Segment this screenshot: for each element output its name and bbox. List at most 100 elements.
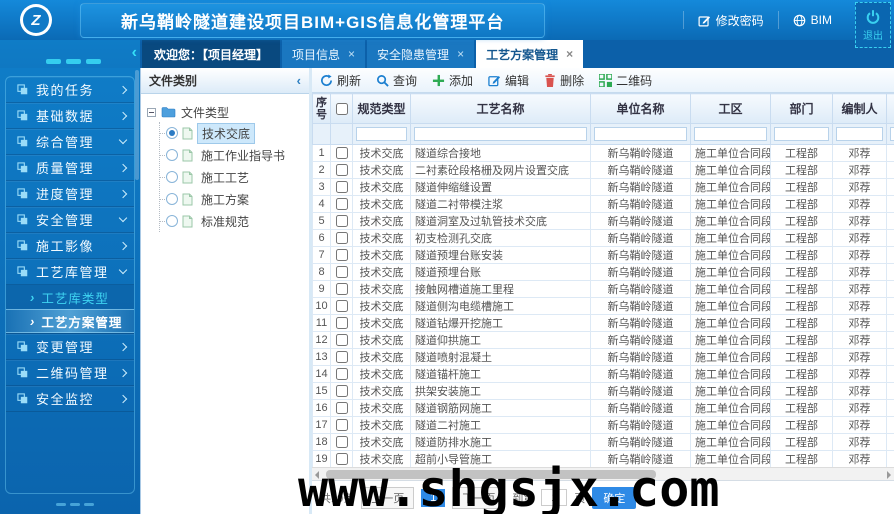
scrollbar-thumb[interactable]: [326, 470, 656, 479]
row-checkbox[interactable]: [335, 351, 348, 364]
row-checkbox[interactable]: [335, 232, 348, 245]
filter-input[interactable]: [356, 127, 407, 141]
row-checkbox[interactable]: [335, 249, 348, 262]
sidebar-item[interactable]: 变更管理: [6, 334, 134, 360]
row-checkbox[interactable]: [335, 283, 348, 296]
table-row[interactable]: 9 技术交底 接触网槽道施工里程 新乌鞘岭隧道 施工单位合同段 工程部 邓荐: [312, 280, 894, 298]
radio-icon[interactable]: [166, 149, 178, 161]
radio-icon[interactable]: [166, 171, 178, 183]
sidebar-item[interactable]: 安全管理: [6, 207, 134, 233]
filter-input[interactable]: [836, 127, 883, 141]
tree-node[interactable]: 标准规范: [160, 210, 303, 232]
select-all-checkbox[interactable]: [335, 103, 348, 116]
row-checkbox[interactable]: [335, 385, 348, 398]
row-checkbox[interactable]: [335, 215, 348, 228]
table-row[interactable]: 6 技术交底 初支检测孔交底 新乌鞘岭隧道 施工单位合同段 工程部 邓荐: [312, 229, 894, 247]
confirm-button[interactable]: 确定: [592, 486, 637, 509]
table-row[interactable]: 7 技术交底 隧道预埋台账安装 新乌鞘岭隧道 施工单位合同段 工程部 邓荐: [312, 246, 894, 264]
sidebar-item[interactable]: 安全监控: [6, 386, 134, 412]
tree-expander-icon[interactable]: [147, 107, 156, 117]
sidebar-item[interactable]: 综合管理: [6, 129, 134, 155]
panel-collapse-icon[interactable]: ‹: [296, 73, 301, 88]
row-checkbox[interactable]: [335, 368, 348, 381]
tab[interactable]: 工艺方案管理 ×: [476, 40, 584, 68]
table-row[interactable]: 10 技术交底 隧道侧沟电缆槽施工 新乌鞘岭隧道 施工单位合同段 工程部 邓荐: [312, 297, 894, 315]
tab[interactable]: 项目信息 ×: [282, 40, 366, 68]
current-page-button[interactable]: 1: [421, 488, 446, 507]
change-password-button[interactable]: 修改密码: [682, 11, 778, 29]
table-row[interactable]: 15 技术交底 拱架安装施工 新乌鞘岭隧道 施工单位合同段 工程部 邓荐: [312, 382, 894, 400]
table-row[interactable]: 19 技术交底 超前小导管施工 新乌鞘岭隧道 施工单位合同段 工程部 邓荐: [312, 450, 894, 467]
table-row[interactable]: 14 技术交底 隧道锚杆施工 新乌鞘岭隧道 施工单位合同段 工程部 邓荐: [312, 365, 894, 383]
add-button[interactable]: 添加: [432, 72, 473, 89]
sidebar-item[interactable]: 工艺库管理: [6, 259, 134, 285]
sidebar-item[interactable]: 进度管理: [6, 181, 134, 207]
sidebar-item[interactable]: 基础数据: [6, 103, 134, 129]
table-row[interactable]: 18 技术交底 隧道防排水施工 新乌鞘岭隧道 施工单位合同段 工程部 邓荐: [312, 433, 894, 451]
table-row[interactable]: 3 技术交底 隧道伸缩缝设置 新乌鞘岭隧道 施工单位合同段 工程部 邓荐: [312, 178, 894, 196]
close-icon[interactable]: ×: [457, 47, 465, 61]
prev-page-button[interactable]: 上一页: [361, 486, 415, 509]
row-checkbox[interactable]: [335, 334, 348, 347]
filter-input[interactable]: [890, 127, 894, 141]
sidebar-item[interactable]: 质量管理: [6, 155, 134, 181]
radio-icon[interactable]: [166, 215, 178, 227]
table-row[interactable]: 12 技术交底 隧道仰拱施工 新乌鞘岭隧道 施工单位合同段 工程部 邓荐: [312, 331, 894, 349]
table-row[interactable]: 16 技术交底 隧道钢筋网施工 新乌鞘岭隧道 施工单位合同段 工程部 邓荐: [312, 399, 894, 417]
scroll-right-icon[interactable]: [887, 471, 891, 479]
horizontal-scrollbar[interactable]: [312, 467, 894, 481]
table-row[interactable]: 4 技术交底 隧道二衬带模注浆 新乌鞘岭隧道 施工单位合同段 工程部 邓荐: [312, 195, 894, 213]
row-checkbox[interactable]: [335, 453, 348, 466]
sidebar-subitem[interactable]: › 工艺库类型: [30, 289, 109, 306]
refresh-button[interactable]: 刷新: [320, 72, 361, 89]
sidebar-collapse-icon[interactable]: ‹: [131, 44, 137, 61]
table-row[interactable]: 8 技术交底 隧道预埋台账 新乌鞘岭隧道 施工单位合同段 工程部 邓荐: [312, 263, 894, 281]
scroll-left-icon[interactable]: [315, 471, 319, 479]
row-checkbox[interactable]: [335, 436, 348, 449]
row-checkbox[interactable]: [335, 147, 348, 160]
tab[interactable]: 安全隐患管理 ×: [367, 40, 475, 68]
radio-icon[interactable]: [166, 193, 178, 205]
qrcode-button[interactable]: 二维码: [599, 72, 652, 89]
filter-input[interactable]: [694, 127, 767, 141]
row-checkbox[interactable]: [335, 164, 348, 177]
table-row[interactable]: 13 技术交底 隧道喷射混凝土 新乌鞘岭隧道 施工单位合同段 工程部 邓荐: [312, 348, 894, 366]
row-checkbox[interactable]: [335, 317, 348, 330]
filter-input[interactable]: [774, 127, 829, 141]
tree-node[interactable]: 施工工艺: [160, 166, 303, 188]
table-row[interactable]: 11 技术交底 隧道钻爆开挖施工 新乌鞘岭隧道 施工单位合同段 工程部 邓荐: [312, 314, 894, 332]
next-page-button[interactable]: 下一页: [452, 486, 506, 509]
sidebar-subitem[interactable]: › 工艺方案管理: [6, 309, 134, 333]
row-checkbox[interactable]: [335, 198, 348, 211]
sidebar-item[interactable]: 二维码管理: [6, 360, 134, 386]
close-icon[interactable]: ×: [566, 47, 574, 61]
delete-button[interactable]: 删除: [544, 72, 584, 89]
filter-input[interactable]: [594, 127, 687, 141]
column-header: 部门: [770, 93, 833, 124]
close-icon[interactable]: ×: [348, 47, 356, 61]
page-jump-input[interactable]: [541, 489, 568, 506]
table-row[interactable]: 17 技术交底 隧道二衬施工 新乌鞘岭隧道 施工单位合同段 工程部 邓荐: [312, 416, 894, 434]
table-row[interactable]: 1 技术交底 隧道综合接地 新乌鞘岭隧道 施工单位合同段 工程部 邓荐: [312, 144, 894, 162]
radio-icon[interactable]: [166, 127, 178, 139]
row-checkbox[interactable]: [335, 181, 348, 194]
tree-node[interactable]: 施工作业指导书: [160, 144, 303, 166]
search-button[interactable]: 查询: [376, 72, 417, 89]
logout-button[interactable]: 退出: [855, 2, 891, 48]
filter-input[interactable]: [414, 127, 587, 141]
sidebar-item[interactable]: 我的任务: [6, 77, 134, 103]
row-checkbox[interactable]: [335, 300, 348, 313]
bim-button[interactable]: BIM: [777, 11, 846, 29]
row-checkbox[interactable]: [335, 419, 348, 432]
sidebar-scrollbar[interactable]: [135, 70, 139, 180]
sidebar-item[interactable]: 施工影像: [6, 233, 134, 259]
tree-node[interactable]: 施工方案: [160, 188, 303, 210]
decoration-dashes-bottom: [56, 503, 94, 506]
table-row[interactable]: 5 技术交底 隧道洞室及过轨管技术交底 新乌鞘岭隧道 施工单位合同段 工程部 邓荐: [312, 212, 894, 230]
tree-root-node[interactable]: 文件类型: [147, 102, 303, 122]
edit-button[interactable]: 编辑: [488, 72, 529, 89]
row-checkbox[interactable]: [335, 402, 348, 415]
tree-node[interactable]: 技术交底: [160, 122, 303, 144]
table-row[interactable]: 2 技术交底 二衬素砼段格栅及网片设置交底 新乌鞘岭隧道 施工单位合同段 工程部 邓荐: [312, 161, 894, 179]
row-checkbox[interactable]: [335, 266, 348, 279]
